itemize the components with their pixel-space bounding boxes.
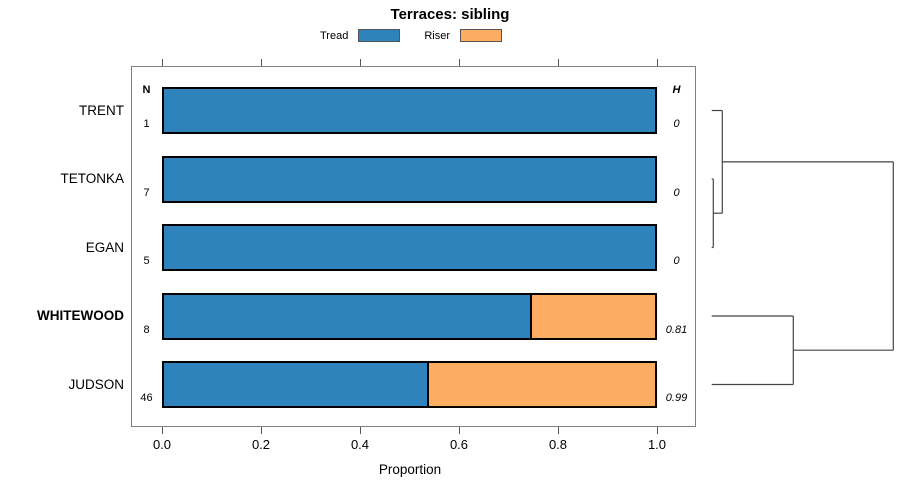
x-tick-top bbox=[458, 59, 460, 66]
bar-segment-tread bbox=[164, 294, 533, 338]
stacked-bar-whitewood bbox=[162, 292, 657, 340]
x-tick-bottom bbox=[359, 427, 361, 434]
h-value-egan: 0 bbox=[673, 255, 680, 267]
n-value-tetonka: 7 bbox=[143, 186, 150, 199]
x-tick-top bbox=[260, 59, 262, 66]
legend-label-riser: Riser bbox=[424, 29, 450, 42]
x-tick-label: 0.8 bbox=[548, 437, 568, 452]
x-tick-bottom bbox=[656, 427, 658, 434]
stacked-bar-tetonka bbox=[162, 155, 657, 203]
x-tick-bottom bbox=[458, 427, 460, 434]
legend-swatch-riser bbox=[460, 29, 502, 42]
x-tick-label: 0.6 bbox=[449, 437, 469, 452]
x-tick-top bbox=[161, 59, 163, 66]
x-tick-label: 0.0 bbox=[152, 437, 172, 452]
x-tick-top bbox=[557, 59, 559, 66]
category-label-whitewood: WHITEWOOD bbox=[37, 308, 124, 323]
h-value-judson: 0.99 bbox=[665, 392, 688, 404]
x-tick-top bbox=[656, 59, 658, 66]
x-axis-title: Proportion bbox=[378, 462, 442, 477]
chart-title: Terraces: sibling bbox=[390, 6, 510, 23]
category-label-trent: TRENT bbox=[79, 102, 124, 118]
stacked-bar-trent bbox=[162, 87, 657, 134]
x-tick-bottom bbox=[260, 427, 262, 434]
legend: Tread Riser bbox=[320, 29, 502, 42]
x-tick-label: 1.0 bbox=[647, 437, 667, 452]
h-column-header: H bbox=[672, 84, 681, 96]
legend-label-tread: Tread bbox=[320, 29, 349, 42]
x-tick-bottom bbox=[161, 427, 163, 434]
legend-item-riser: Riser bbox=[424, 29, 502, 42]
stacked-bar-judson bbox=[162, 361, 657, 408]
n-column-header: N bbox=[142, 84, 151, 96]
n-value-trent: 1 bbox=[143, 118, 150, 130]
category-label-egan: EGAN bbox=[85, 239, 124, 255]
h-value-whitewood: 0.81 bbox=[665, 323, 688, 336]
legend-item-tread: Tread bbox=[320, 29, 401, 42]
stacked-bar-egan bbox=[162, 224, 657, 271]
bar-segment-tread bbox=[164, 157, 655, 201]
category-label-judson: JUDSON bbox=[68, 376, 124, 392]
n-value-whitewood: 8 bbox=[143, 323, 150, 336]
x-tick-top bbox=[359, 59, 361, 66]
x-tick-bottom bbox=[557, 427, 559, 434]
bar-segment-tread bbox=[164, 363, 430, 406]
legend-swatch-tread bbox=[358, 29, 401, 42]
n-value-egan: 5 bbox=[143, 255, 150, 267]
n-value-judson: 46 bbox=[140, 392, 153, 404]
bar-segment-tread bbox=[164, 226, 655, 269]
h-value-tetonka: 0 bbox=[673, 186, 680, 199]
h-value-trent: 0 bbox=[673, 118, 680, 130]
x-tick-label: 0.4 bbox=[350, 437, 370, 452]
category-label-tetonka: TETONKA bbox=[60, 171, 124, 186]
bar-segment-tread bbox=[164, 89, 655, 132]
x-tick-label: 0.2 bbox=[251, 437, 271, 452]
